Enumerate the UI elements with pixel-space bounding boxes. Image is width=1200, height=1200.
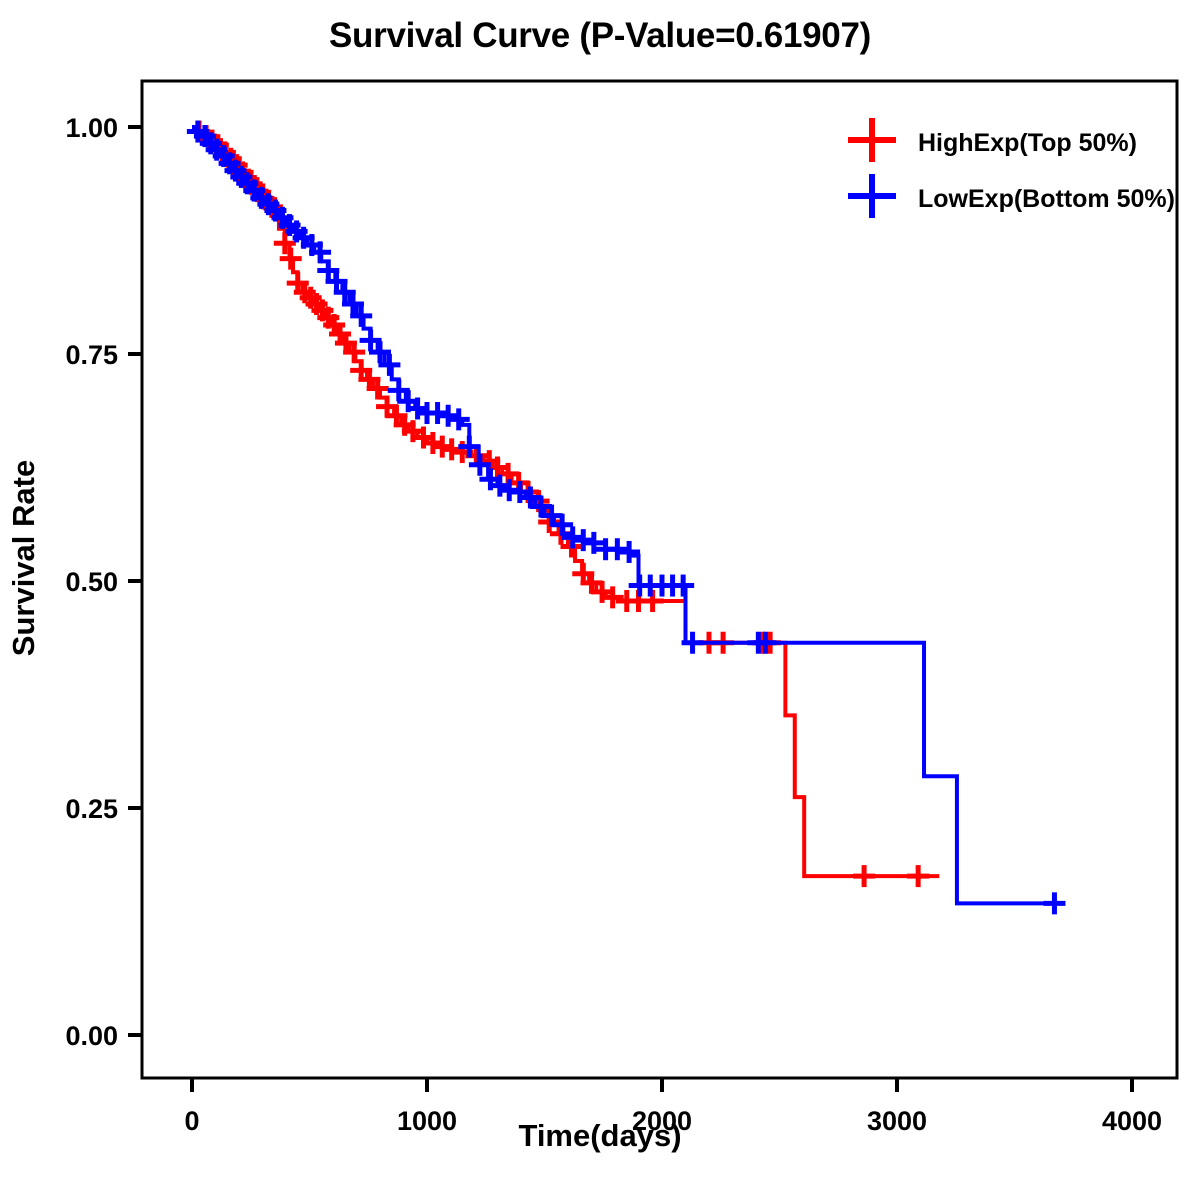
legend-item[interactable]: HighExp(Top 50%) <box>848 118 1137 162</box>
censor-marker <box>853 865 876 888</box>
censor-marker <box>369 341 391 364</box>
x-axis-ticks: 0 1000 2000 3000 4000 <box>184 1078 1162 1136</box>
censor-marker <box>681 631 704 654</box>
legend: HighExp(Top 50%) LowExp(Bottom 50%) <box>848 118 1175 218</box>
censor-marker <box>1043 892 1066 915</box>
legend-label: LowExp(Bottom 50%) <box>918 185 1175 213</box>
y-tick-label: 0.75 <box>65 340 118 370</box>
censor-marker <box>754 631 777 654</box>
censor-marker <box>333 281 356 304</box>
y-tick-label: 0.50 <box>65 567 118 597</box>
censor-marker <box>582 531 605 554</box>
censor-marker <box>601 586 624 609</box>
legend-item[interactable]: LowExp(Bottom 50%) <box>848 174 1175 218</box>
censor-marker <box>437 404 460 427</box>
censor-marker <box>572 529 595 552</box>
censor-marker <box>440 438 463 461</box>
x-tick-label: 2000 <box>632 1106 692 1136</box>
y-tick-label: 1.00 <box>65 113 118 143</box>
censor-marker <box>426 402 449 425</box>
censor-marker <box>366 377 389 400</box>
chart-title: Survival Curve (P-Value=0.61907) <box>329 16 871 55</box>
censor-marker <box>447 408 470 431</box>
censor-marker <box>907 865 930 888</box>
censor-marker <box>551 513 574 536</box>
censor-marker <box>359 329 382 352</box>
censor-marker <box>606 538 629 561</box>
censor-marker <box>468 453 491 476</box>
y-axis-ticks: 0.00 0.25 0.50 0.75 1.00 <box>65 113 142 1051</box>
censor-marker <box>273 232 296 255</box>
censor-marker <box>458 435 481 458</box>
censor-marker <box>672 574 695 597</box>
x-tick-label: 1000 <box>397 1106 457 1136</box>
x-axis-label: Time(days) <box>518 1118 682 1153</box>
survival-series <box>186 120 1066 915</box>
x-tick-label: 4000 <box>1102 1106 1162 1136</box>
y-tick-label: 0.25 <box>65 794 118 824</box>
censor-marker <box>378 353 401 376</box>
censor-marker <box>309 241 332 264</box>
series-layer <box>186 120 1066 915</box>
censor-marker <box>561 526 584 549</box>
x-tick-label: 3000 <box>867 1106 927 1136</box>
censor-marker <box>618 540 641 563</box>
censor-marker <box>343 341 366 364</box>
censor-marker <box>279 247 302 270</box>
legend-label: HighExp(Top 50%) <box>918 129 1137 157</box>
x-tick-label: 0 <box>184 1106 199 1136</box>
y-tick-label: 0.00 <box>65 1021 118 1051</box>
censor-marker <box>350 304 373 327</box>
censor-marker <box>341 293 364 316</box>
